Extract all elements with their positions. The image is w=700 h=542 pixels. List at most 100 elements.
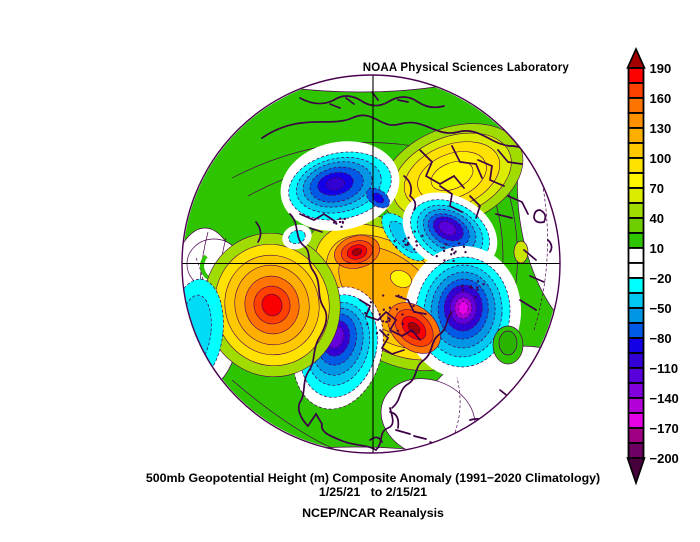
colorbar-box [627,352,645,369]
speckle-dot [375,332,379,335]
colorbar: 190 160 130 100 70 40 10 −20 −50 −80 −110 −140 −170 −… [626,47,679,486]
positive-core-east-na [387,302,441,354]
speckle-dot [469,286,472,289]
speckle-dot [404,237,407,241]
colorbar-box [627,292,645,309]
speckle-dot [382,294,385,297]
speckle-dot [400,295,403,299]
speckle-dot [462,288,465,291]
speckle-dot [450,253,453,256]
speckle-dot [381,320,385,323]
speckle-dot [385,320,388,324]
coastlines [255,91,553,451]
speckle-dot [454,250,457,253]
speckle-dot [476,286,479,289]
speckle-dot [401,322,404,325]
speckle-dot [343,217,347,221]
speckle-dot [413,230,416,233]
colorbar-box [627,367,645,384]
speckle-dot [464,250,467,254]
speckle-dot [450,248,454,251]
speckle-dot [378,313,381,316]
speckle-dot [395,308,399,311]
colorbar-tick-label: 40 [650,211,664,226]
island-border-speckles [332,217,485,336]
colorbar-box [627,112,645,129]
speckle-dot [379,317,382,320]
positive-core-polar [334,235,380,269]
colorbar-tick-label: −50 [650,301,672,316]
colorbar-arrow-top [626,47,646,69]
caption-dataset: NCEP/NCAR Reanalysis [302,506,444,520]
speckle-dot [415,244,418,247]
speckle-dot [388,319,391,323]
speckle-dot [338,220,342,224]
colorbar-box [627,127,645,144]
colorbar-box [627,82,645,99]
speckle-dot [476,288,479,291]
speckle-dot [397,294,400,297]
colorbar-tick-label: −80 [650,331,672,346]
colorbar-box [627,337,645,354]
speckle-dot [387,316,390,320]
speckle-dot [421,234,424,237]
colorbar-tick-label: 190 [650,61,672,76]
colorbar-box [627,172,645,189]
colorbar-box [627,142,645,159]
colorbar-box [627,412,645,429]
speckle-dot [407,243,410,246]
speckle-dot [396,329,399,332]
green-patches-right [492,240,529,365]
colorbar-box [627,397,645,414]
speckle-dot [453,252,456,255]
caption-title: 500mb Geopotential Height (m) Composite … [145,471,601,485]
speckle-dot [388,306,392,309]
speckle-dot [407,236,410,239]
positive-spot-yellow [390,270,412,288]
speckle-dot [443,259,446,262]
map-boundary-circle [181,74,561,454]
colorbar-box [627,217,645,234]
colorbar-box [627,262,645,279]
speckle-dot [341,220,344,224]
speckle-dot [395,245,398,249]
colorbar-tick-label: 160 [650,91,672,106]
speckle-dot [445,243,448,246]
speckle-dot [474,296,477,299]
colorbar-box [627,157,645,174]
colorbar-box [627,427,645,444]
colorbar-box [627,97,645,114]
colorbar-tick-label: −110 [650,361,679,376]
colorbar-arrow-bottom [626,457,646,486]
speckle-dot [401,313,404,316]
colorbar-tick-label: −170 [650,421,679,436]
speckle-dot [415,240,418,243]
colorbar-tick-label: 100 [650,151,672,166]
colorbar-tick-label: −20 [650,271,672,286]
colorbar-tick-label: 130 [650,121,672,136]
speckle-dot [435,255,438,258]
speckle-dot [442,246,445,249]
colorbar-tick-label: 70 [650,181,664,196]
colorbar-tick-label: 10 [650,241,664,256]
speckle-dot [457,242,461,245]
speckle-dot [412,304,415,308]
speckle-dot [387,333,390,336]
colorbar-tick-label: −140 [650,391,679,406]
colorbar-tick-label: −200 [650,451,679,466]
colorbar-box [627,322,645,339]
caption-dates: 1/25/21 to 2/15/21 [318,485,428,499]
speckle-dot [369,301,373,304]
speckle-dot [482,283,485,286]
crosshair-lines [182,75,560,453]
colorbar-box [627,442,645,459]
speckle-dot [470,286,474,290]
speckle-dot [402,239,405,243]
negative-anomaly-siberian-arctic [280,141,427,262]
colorbar-box [627,202,645,219]
noaa-credit: NOAA Physical Sciences Laboratory [362,62,569,74]
speckle-dot [413,248,416,251]
colorbar-box [627,382,645,399]
